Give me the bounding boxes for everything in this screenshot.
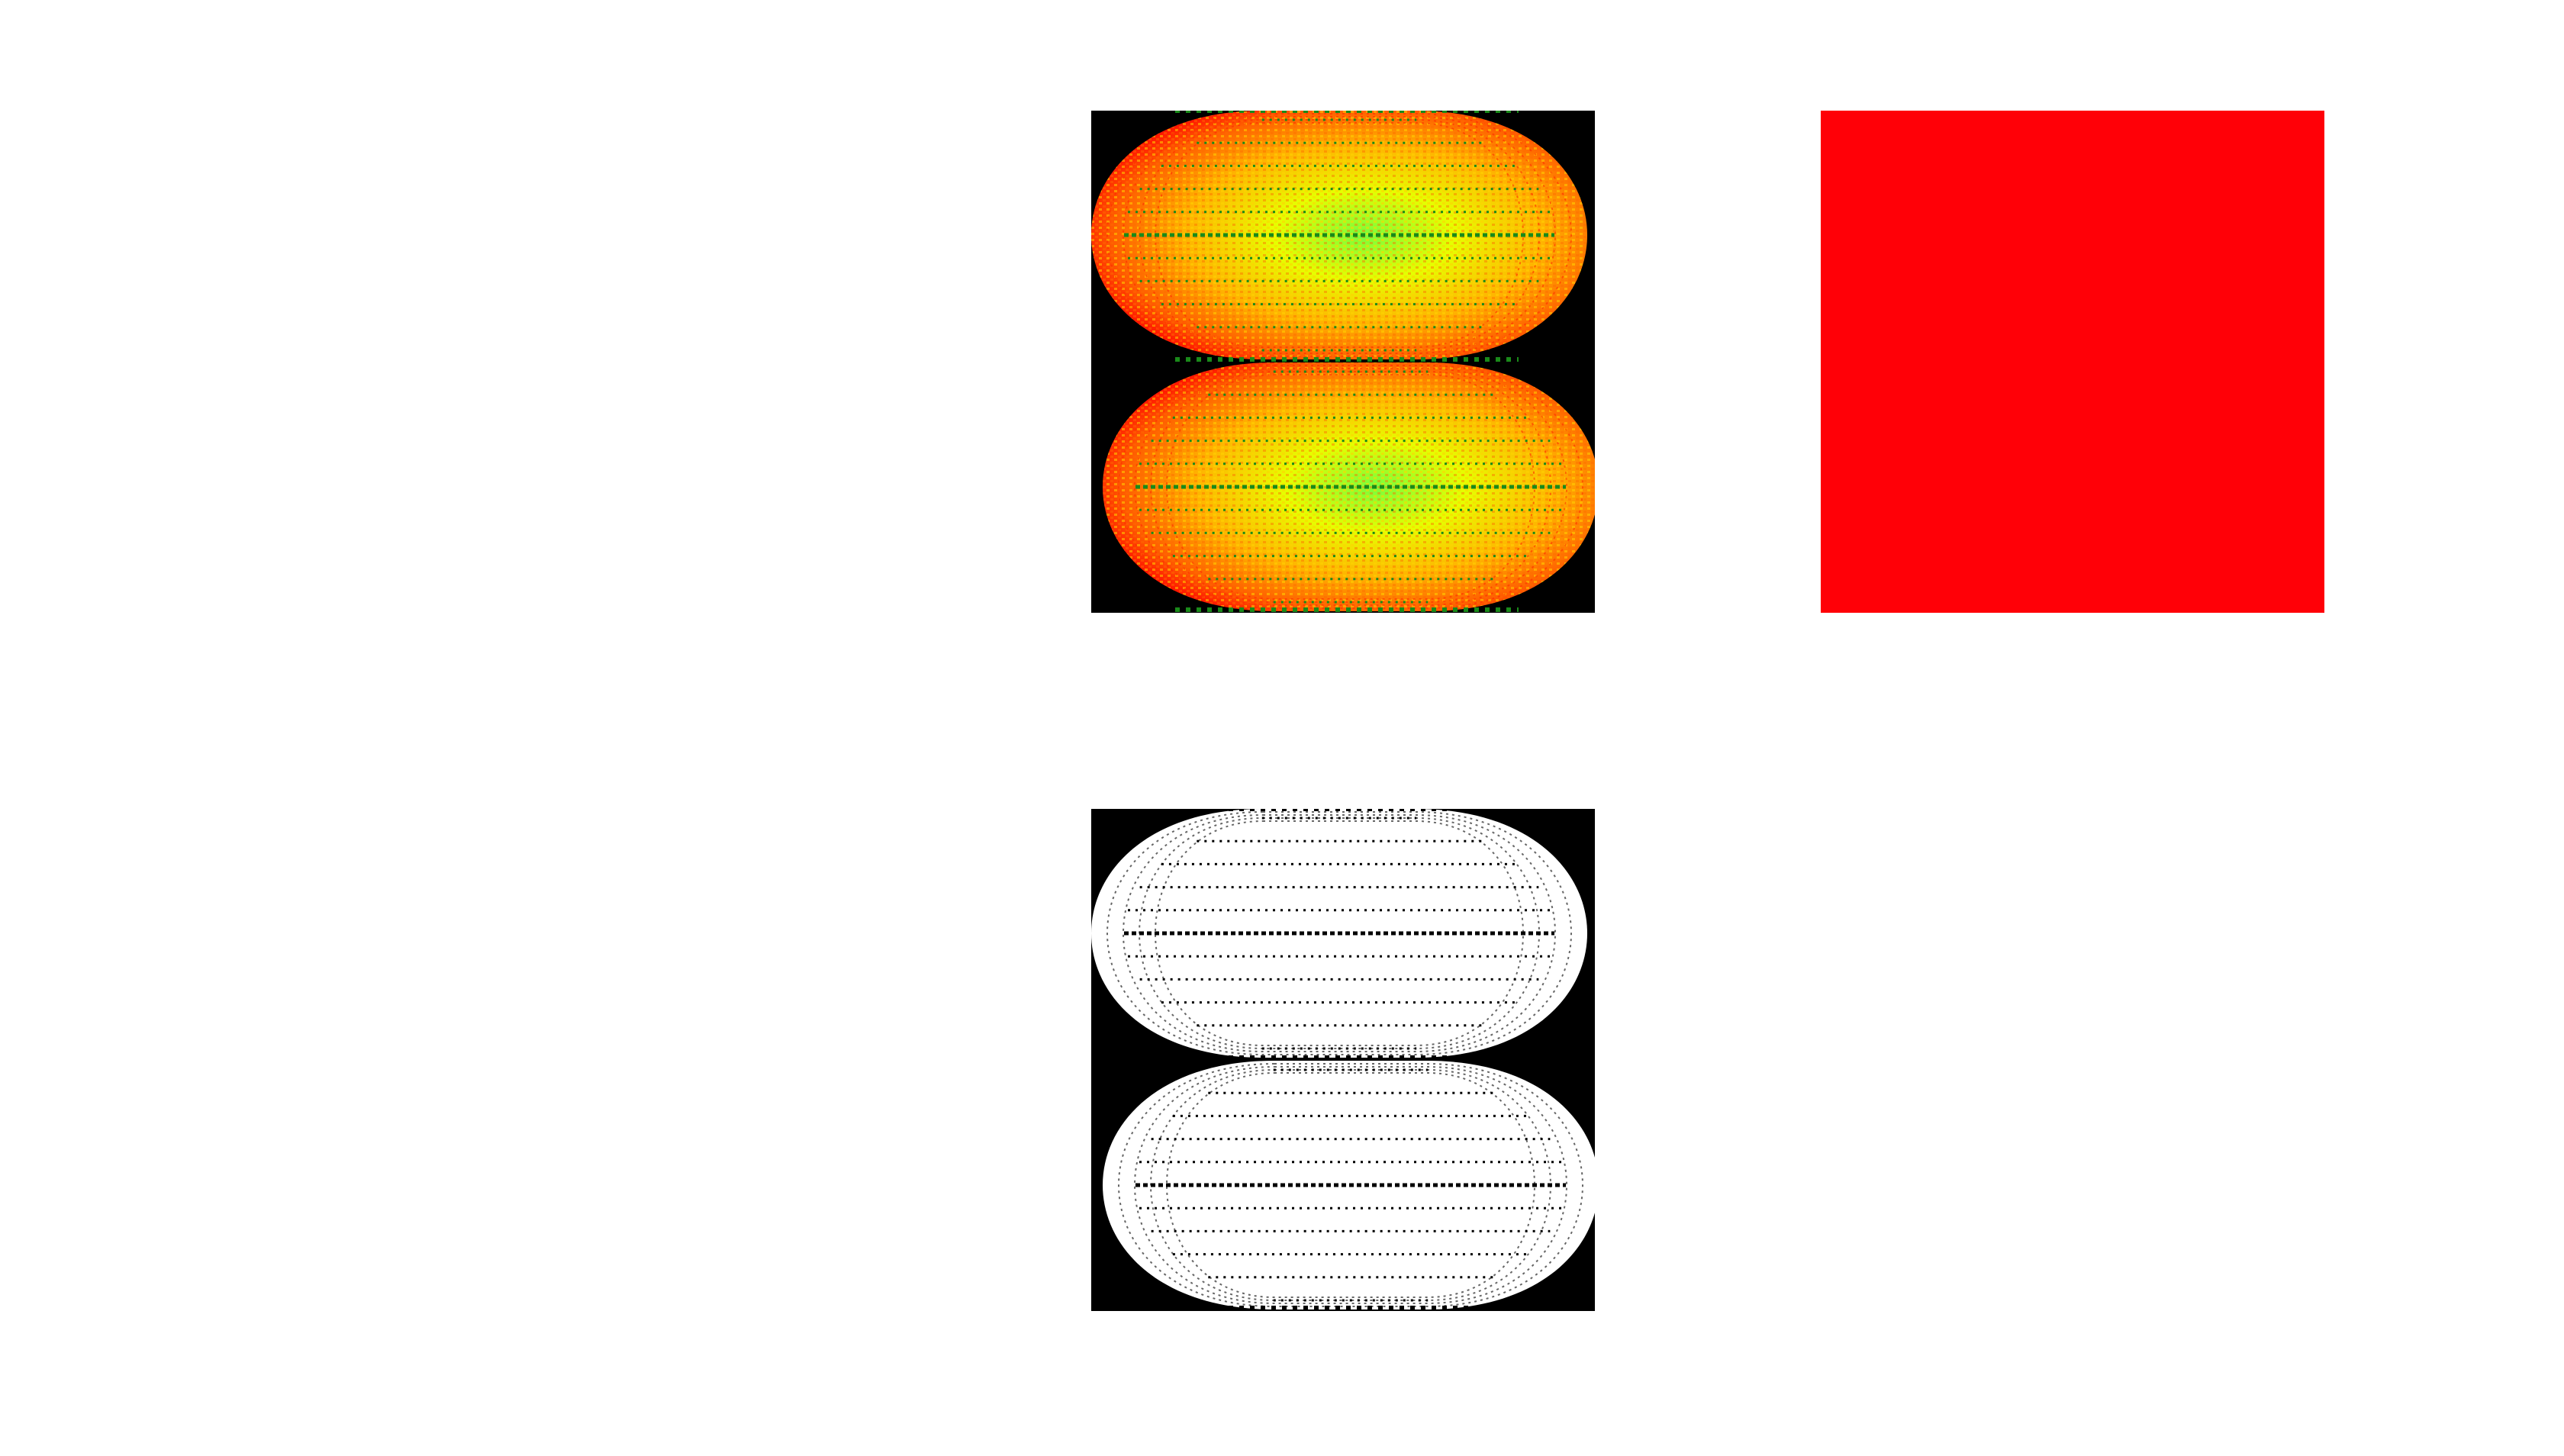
lobe-arc bbox=[1118, 365, 1583, 609]
lobe-arc bbox=[1166, 1072, 1535, 1298]
solid-fill-rect bbox=[1821, 111, 2324, 613]
lobe-arc bbox=[1118, 1063, 1583, 1307]
lobe-arc bbox=[1134, 1066, 1567, 1304]
lobe-arc bbox=[1155, 122, 1524, 348]
lobe-arc bbox=[1123, 814, 1556, 1052]
binary-mask-panel bbox=[1091, 809, 1595, 1311]
lobe-arc bbox=[1155, 820, 1524, 1046]
binary-dot-rows bbox=[1124, 809, 1566, 1310]
color-map-panel bbox=[1091, 111, 1595, 613]
lobe-texture-2 bbox=[1103, 362, 1595, 611]
lobe-arc bbox=[1106, 113, 1572, 357]
lobe-2 bbox=[1103, 1061, 1595, 1309]
lobe-arc bbox=[1106, 811, 1572, 1055]
color-lobes bbox=[1091, 111, 1595, 611]
lobe-arc bbox=[1123, 116, 1556, 354]
lobe-arc bbox=[1134, 368, 1567, 606]
color-dot-rows bbox=[1124, 111, 1566, 612]
solid-fill-panel bbox=[1821, 111, 2324, 613]
lobe-arc bbox=[1166, 374, 1535, 600]
